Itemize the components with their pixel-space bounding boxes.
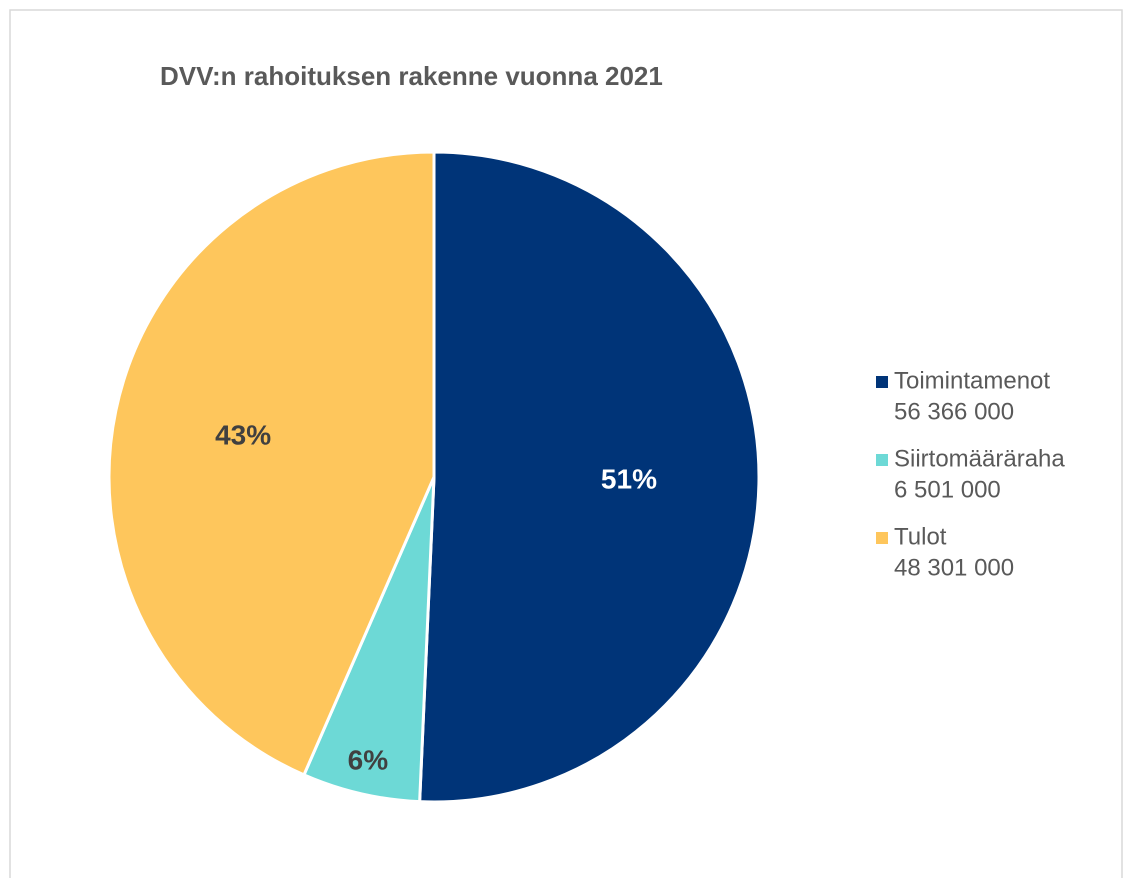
legend-label: Toimintamenot bbox=[894, 367, 1050, 394]
legend-swatch bbox=[876, 454, 888, 466]
data-label: 51% bbox=[601, 464, 657, 495]
chart-title: DVV:n rahoituksen rakenne vuonna 2021 bbox=[160, 61, 663, 91]
data-label: 6% bbox=[348, 744, 389, 775]
legend-value: 6 501 000 bbox=[894, 476, 1001, 503]
legend-label: Siirtomääräraha bbox=[894, 445, 1065, 472]
legend-value: 56 366 000 bbox=[894, 398, 1014, 425]
legend-label: Tulot bbox=[894, 523, 947, 550]
legend-value: 48 301 000 bbox=[894, 554, 1014, 581]
pie-slice bbox=[418, 150, 761, 804]
pie-slice bbox=[107, 150, 436, 777]
legend-swatch bbox=[876, 376, 888, 388]
legend-swatch bbox=[876, 532, 888, 544]
data-label: 43% bbox=[215, 420, 271, 451]
